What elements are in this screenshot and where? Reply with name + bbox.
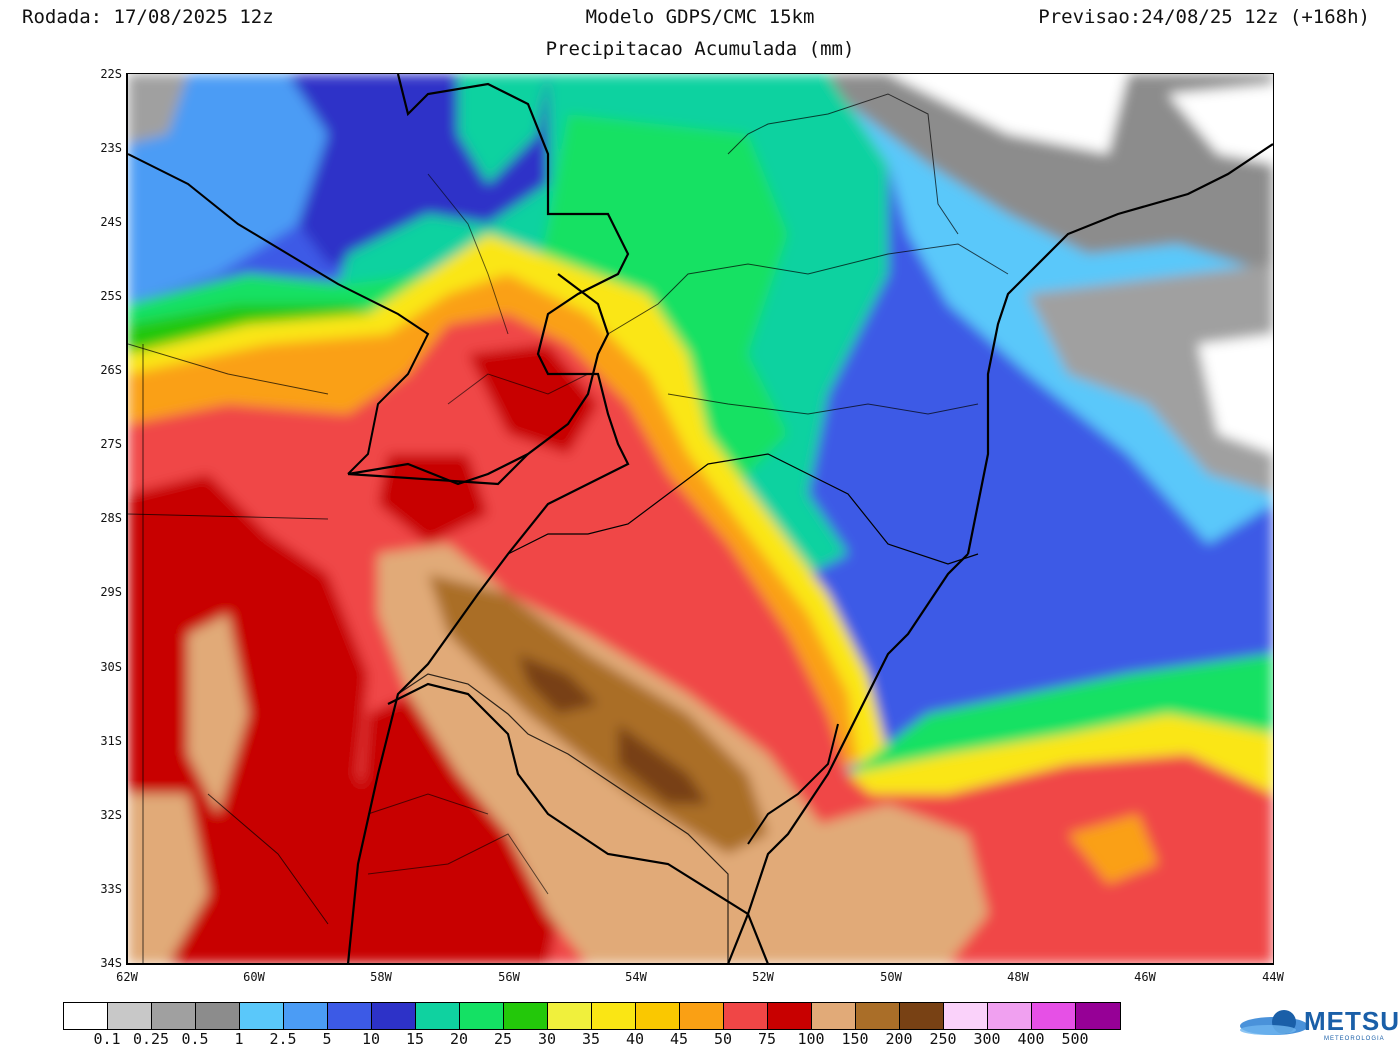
colorbar-swatch [856, 1003, 900, 1029]
left-axis-line [126, 74, 128, 964]
colorbar-swatch [680, 1003, 724, 1029]
colorbar-label: 100 [797, 1030, 825, 1048]
colorbar-swatch [944, 1003, 988, 1029]
colorbar-swatch [812, 1003, 856, 1029]
colorbar-label: 400 [1017, 1030, 1045, 1048]
colorbar-label: 5 [322, 1030, 332, 1048]
colorbar-swatch [592, 1003, 636, 1029]
colorbar-swatch [988, 1003, 1032, 1029]
right-axis-line [1273, 74, 1274, 964]
lon-label: 44W [1262, 970, 1284, 984]
lon-label: 48W [1007, 970, 1029, 984]
colorbar-label: 500 [1061, 1030, 1089, 1048]
precip-shading [128, 74, 1273, 964]
logo-text: METSUL [1304, 1006, 1400, 1036]
colorbar-label: 40 [625, 1030, 645, 1048]
colorbar-swatch [460, 1003, 504, 1029]
colorbar-label: 30 [537, 1030, 557, 1048]
bottom-axis-line [126, 963, 1274, 965]
colorbar-label: 20 [449, 1030, 469, 1048]
top-axis-line [126, 73, 1274, 74]
lon-label: 50W [880, 970, 902, 984]
lon-label: 60W [243, 970, 265, 984]
colorbar-swatch [504, 1003, 548, 1029]
precip-colorbar [63, 1002, 1121, 1030]
colorbar-swatch [416, 1003, 460, 1029]
colorbar-swatch [64, 1003, 108, 1029]
lat-label: 33S [100, 882, 122, 896]
colorbar-swatch [1032, 1003, 1076, 1029]
colorbar-swatch [548, 1003, 592, 1029]
colorbar-label: 250 [929, 1030, 957, 1048]
lon-label: 58W [370, 970, 392, 984]
logo-subtext: METEOROLOGIA [1324, 1036, 1385, 1042]
colorbar-swatch [328, 1003, 372, 1029]
colorbar-label: 15 [405, 1030, 425, 1048]
lat-label: 32S [100, 808, 122, 822]
colorbar-label: 35 [581, 1030, 601, 1048]
colorbar-label: 2.5 [269, 1030, 297, 1048]
colorbar-label: 50 [713, 1030, 733, 1048]
colorbar-swatch [108, 1003, 152, 1029]
colorbar-label: 300 [973, 1030, 1001, 1048]
lat-label: 30S [100, 660, 122, 674]
colorbar-swatch [240, 1003, 284, 1029]
lat-label: 28S [100, 511, 122, 525]
colorbar-label: 75 [757, 1030, 777, 1048]
map-subtitle: Precipitacao Acumulada (mm) [545, 38, 855, 60]
lat-label: 34S [100, 956, 122, 970]
colorbar-swatch [900, 1003, 944, 1029]
metsul-logo [1240, 1010, 1308, 1035]
colorbar-swatch [636, 1003, 680, 1029]
colorbar-label: 150 [841, 1030, 869, 1048]
colorbar-swatch [724, 1003, 768, 1029]
lat-label: 29S [100, 585, 122, 599]
colorbar-label: 0.5 [181, 1030, 209, 1048]
colorbar-label: 45 [669, 1030, 689, 1048]
colorbar-label: 200 [885, 1030, 913, 1048]
model-title: Modelo GDPS/CMC 15km [585, 6, 815, 28]
colorbar-swatch [1076, 1003, 1120, 1029]
colorbar-label: 0.1 [93, 1030, 121, 1048]
colorbar-swatch [372, 1003, 416, 1029]
lat-label: 22S [100, 67, 122, 81]
lat-label: 27S [100, 437, 122, 451]
colorbar-label: 25 [493, 1030, 513, 1048]
lon-label: 46W [1134, 970, 1156, 984]
lon-label: 62W [116, 970, 138, 984]
lat-label: 31S [100, 734, 122, 748]
lat-label: 24S [100, 215, 122, 229]
colorbar-swatch [284, 1003, 328, 1029]
lon-label: 52W [752, 970, 774, 984]
lon-label: 54W [625, 970, 647, 984]
colorbar-swatch [196, 1003, 240, 1029]
lon-label: 56W [498, 970, 520, 984]
lat-label: 23S [100, 141, 122, 155]
forecast-time-label: Previsao:24/08/25 12z (+168h) [1038, 6, 1370, 28]
colorbar-label: 10 [361, 1030, 381, 1048]
colorbar-swatch [152, 1003, 196, 1029]
run-time-label: Rodada: 17/08/2025 12z [22, 6, 274, 28]
colorbar-label: 1 [234, 1030, 244, 1048]
colorbar-swatch [768, 1003, 812, 1029]
country-borders [128, 74, 1273, 964]
lat-label: 25S [100, 289, 122, 303]
colorbar-label: 0.25 [132, 1030, 170, 1048]
precipitation-field [128, 74, 1273, 964]
lat-label: 26S [100, 363, 122, 377]
precipitation-map [128, 74, 1273, 964]
